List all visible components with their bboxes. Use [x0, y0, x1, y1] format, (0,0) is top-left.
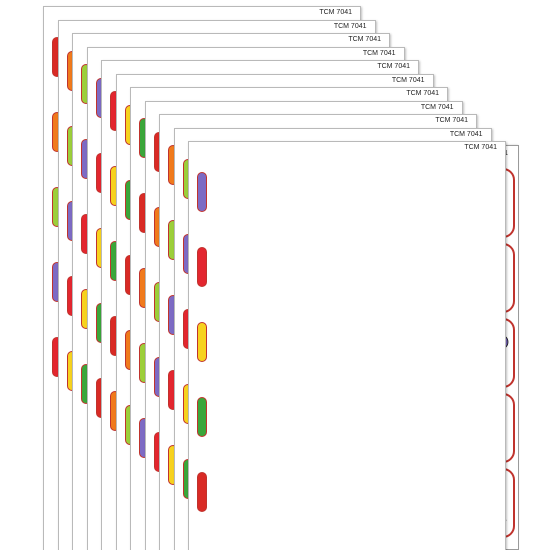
product-code: TCM 7041	[420, 103, 454, 111]
back-sticker-sheet: TCM 7041	[188, 141, 506, 550]
sticker-edge	[197, 322, 207, 362]
sticker-edge	[197, 397, 207, 437]
product-code: TCM 7041	[391, 76, 425, 84]
product-code: TCM 7041	[319, 9, 352, 16]
product-code: TCM 7041	[406, 90, 439, 97]
product-code: TCM 7041	[362, 49, 396, 57]
product-code: TCM 7041	[449, 130, 483, 138]
product-code: TCM 7041	[435, 117, 468, 124]
sticker-edge	[197, 247, 207, 287]
product-code: TCM 7041	[377, 63, 410, 70]
sticker-edge	[197, 472, 207, 512]
product-code: TCM 7041	[464, 144, 497, 151]
product-code: TCM 7041	[333, 22, 367, 30]
product-code: TCM 7041	[348, 36, 381, 43]
sticker-edge	[197, 172, 207, 212]
